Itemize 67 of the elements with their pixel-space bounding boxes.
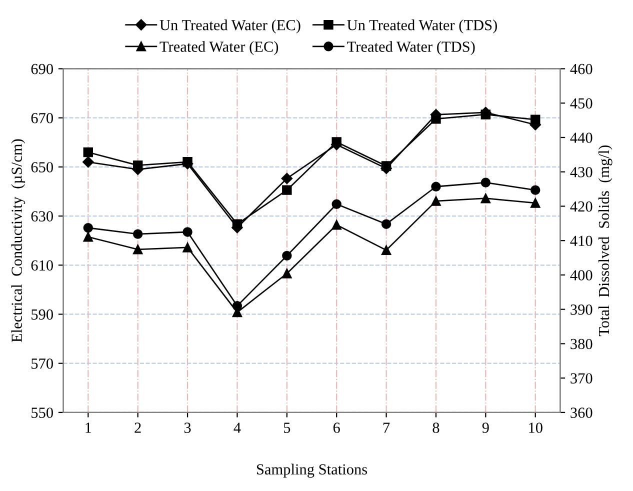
y2-tick-label: 410	[570, 236, 592, 246]
y-tick-label: 630	[31, 211, 53, 222]
y2-axis-title: Total Dissolved Solids (mg/l)	[598, 145, 612, 336]
point	[381, 245, 392, 256]
point	[83, 232, 94, 242]
x-tick-label: 2	[134, 422, 141, 433]
x-tick-label: 4	[234, 422, 241, 433]
y2-tick-label: 380	[570, 338, 592, 350]
x-tick-label: 8	[432, 422, 440, 433]
x-axis-title: Sampling Stations	[256, 464, 368, 478]
y2-tick-label: 460	[570, 64, 592, 74]
point	[232, 219, 242, 229]
y2-tick-label: 420	[570, 201, 592, 212]
y2-tick-label: 390	[570, 304, 592, 315]
y-tick-label: 650	[31, 162, 53, 172]
y-tick-label: 590	[32, 309, 53, 320]
point	[132, 244, 143, 254]
x-tick-label: 1	[86, 422, 92, 433]
legend-label: Un Treated Water (EC)	[160, 20, 300, 34]
point	[282, 185, 292, 195]
y2-tick-label: 450	[570, 98, 592, 109]
point	[132, 229, 143, 239]
point	[332, 137, 342, 147]
y-tick-label: 610	[31, 260, 53, 271]
point	[480, 178, 491, 188]
point	[431, 114, 441, 124]
point	[83, 223, 94, 233]
point	[282, 268, 292, 278]
x-tick-label: 7	[383, 422, 390, 433]
point	[182, 157, 192, 167]
point	[282, 250, 292, 261]
point	[480, 194, 491, 204]
point	[182, 227, 192, 237]
y-tick-label: 570	[32, 358, 53, 369]
legend-label: Treated Water (TDS)	[347, 41, 475, 55]
point	[381, 219, 392, 229]
point	[530, 185, 540, 195]
point	[281, 172, 293, 184]
point	[82, 156, 94, 168]
point	[232, 301, 242, 311]
point	[132, 160, 143, 170]
y-tick-label: 690	[31, 64, 53, 74]
y2-tick-label: 370	[570, 373, 592, 384]
point	[83, 147, 94, 158]
y2-tick-label: 400	[570, 270, 592, 280]
point	[530, 114, 540, 124]
point	[431, 196, 441, 206]
x-tick-label: 9	[482, 422, 489, 433]
point	[480, 110, 491, 120]
legend-label: Un Treated Water (TDS)	[347, 20, 497, 34]
x-tick-label: 5	[284, 422, 290, 433]
point	[182, 242, 192, 252]
x-tick-label: 10	[529, 422, 542, 433]
y2-tick-label: 440	[570, 132, 592, 143]
y2-tick-label: 360	[570, 408, 592, 418]
x-tick-label: 6	[333, 422, 340, 433]
legend-label: Treated Water (EC)	[160, 41, 278, 55]
point	[431, 182, 441, 192]
y-tick-label: 550	[32, 408, 53, 418]
y-tick-label: 670	[31, 112, 53, 124]
y-axis-title: Electrical Conductivity (µS/cm)	[11, 139, 26, 342]
x-tick-label: 3	[184, 422, 191, 433]
point	[381, 161, 392, 171]
point	[332, 199, 342, 210]
point	[530, 198, 540, 208]
point	[332, 220, 342, 230]
y2-tick-label: 430	[570, 166, 592, 178]
